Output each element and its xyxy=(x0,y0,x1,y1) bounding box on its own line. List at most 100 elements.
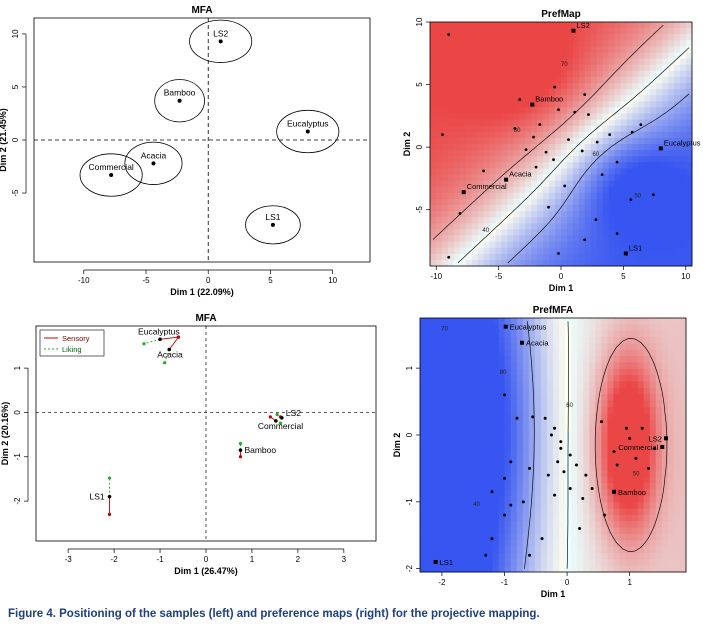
heat-cell xyxy=(465,253,473,261)
product-label: Commercial xyxy=(467,182,507,191)
heat-cell xyxy=(471,95,479,102)
heat-cell xyxy=(474,514,481,522)
heat-cell xyxy=(595,387,602,395)
heat-cell xyxy=(632,46,639,53)
heat-cell xyxy=(555,144,562,151)
heat-cell xyxy=(480,400,487,408)
heat-cell xyxy=(571,476,578,484)
heat-cell xyxy=(613,375,620,382)
consumer-point xyxy=(447,33,451,36)
heat-cell xyxy=(489,223,496,230)
heat-cell xyxy=(632,168,639,175)
heat-cell xyxy=(619,464,627,471)
heat-cell xyxy=(420,425,427,433)
heat-cell xyxy=(480,502,487,509)
heat-cell xyxy=(607,438,614,446)
heat-cell xyxy=(444,514,451,522)
heat-cell xyxy=(590,205,598,212)
heat-cell xyxy=(492,400,500,408)
heat-cell xyxy=(590,259,598,267)
heat-cell xyxy=(456,508,463,516)
heat-cell xyxy=(625,368,633,376)
heat-cell xyxy=(519,211,526,218)
heat-cell xyxy=(483,40,491,47)
heat-cell xyxy=(614,34,622,41)
heat-cell xyxy=(680,168,687,175)
figure-caption: Figure 4. Positioning of the samples (le… xyxy=(8,608,698,620)
heat-cell xyxy=(537,198,544,206)
heat-cell xyxy=(614,131,622,139)
heat-cell xyxy=(546,362,554,370)
heat-cell xyxy=(590,198,598,206)
heat-cell xyxy=(662,180,669,188)
heat-cell xyxy=(522,527,530,535)
heat-cell xyxy=(435,247,443,255)
heat-cell xyxy=(531,119,538,127)
heat-cell xyxy=(590,174,598,182)
figure-canvas: LS2BambooEucalyptusAcaciaCommercialLS1MF… xyxy=(0,5,701,599)
heat-cell xyxy=(596,223,604,230)
heat-cell xyxy=(459,205,467,212)
heat-cell xyxy=(686,40,693,47)
heat-cell xyxy=(426,394,433,402)
heat-cell xyxy=(661,489,669,497)
heat-cell xyxy=(614,40,622,47)
heat-cell xyxy=(674,70,681,78)
heat-cell xyxy=(655,394,663,402)
heat-cell xyxy=(471,235,479,243)
heat-cell xyxy=(492,375,500,382)
heat-cell xyxy=(528,445,536,452)
heat-cell xyxy=(450,451,457,459)
heat-cell xyxy=(516,489,524,497)
heat-cell xyxy=(510,559,518,567)
heat-cell xyxy=(528,432,536,440)
heat-cell xyxy=(553,349,560,357)
heat-cell xyxy=(498,464,506,471)
heat-cell xyxy=(601,521,608,529)
product-point xyxy=(658,146,663,151)
heat-cell xyxy=(596,34,604,41)
heat-cell xyxy=(674,40,681,47)
heat-cell xyxy=(601,527,608,535)
heat-cell xyxy=(447,113,455,121)
heat-cell xyxy=(435,223,443,230)
heat-cell xyxy=(531,58,538,66)
heat-cell xyxy=(516,349,524,357)
heat-cell xyxy=(531,259,538,267)
heat-cell xyxy=(441,22,449,29)
heat-cell xyxy=(631,527,639,535)
heat-cell xyxy=(483,259,491,267)
heat-cell xyxy=(495,162,502,169)
heat-cell xyxy=(643,464,651,471)
heat-cell xyxy=(555,34,562,41)
heat-cell xyxy=(655,470,663,478)
heat-cell xyxy=(590,131,598,139)
heat-cell xyxy=(498,514,506,522)
heat-cell xyxy=(608,125,616,133)
heat-cell xyxy=(614,95,622,102)
heat-cell xyxy=(643,470,651,478)
heat-cell xyxy=(549,83,556,90)
heat-cell xyxy=(561,95,568,102)
heat-cell xyxy=(655,502,663,509)
heat-cell xyxy=(601,432,608,440)
heat-cell xyxy=(631,495,639,503)
heat-cell xyxy=(561,253,568,261)
heat-cell xyxy=(667,464,675,471)
heat-cell xyxy=(644,95,651,102)
heat-cell xyxy=(643,362,651,370)
heat-cell xyxy=(474,413,481,421)
heat-cell xyxy=(477,125,485,133)
heat-cell xyxy=(459,198,467,206)
heat-cell xyxy=(638,162,645,169)
heat-cell xyxy=(456,489,463,497)
heat-cell xyxy=(565,514,572,522)
heat-cell xyxy=(486,318,494,325)
heat-cell xyxy=(462,502,469,509)
heat-cell xyxy=(679,349,687,357)
heat-cell xyxy=(559,502,566,509)
heat-cell xyxy=(553,559,560,567)
heat-cell xyxy=(447,28,455,35)
heat-cell xyxy=(613,318,620,325)
heat-cell xyxy=(638,168,645,175)
